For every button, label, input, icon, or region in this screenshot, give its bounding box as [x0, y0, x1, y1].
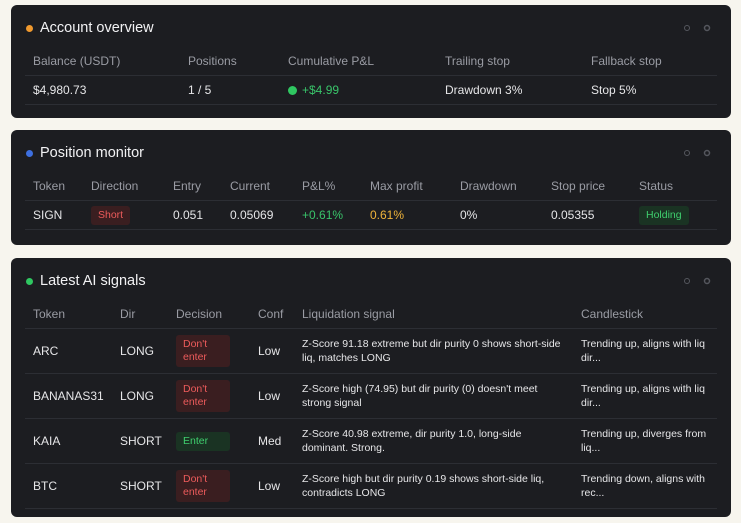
value: 0.051: [173, 208, 204, 222]
cell: +$4.99: [280, 83, 437, 97]
cell: Don't enter: [168, 380, 250, 412]
cell: SIGN: [25, 208, 83, 222]
header-row: Token Dir Decision Conf Liquidation signal Ca…: [25, 300, 717, 329]
cell: Z-Score high (74.95) but dir purity (0) …: [302, 383, 538, 409]
cell: Short: [83, 205, 165, 225]
cell: Z-Score 91.18 extreme but dir purity 0 s…: [302, 338, 561, 364]
column-header: Token: [33, 307, 66, 321]
panel-title: Position monitor: [40, 145, 144, 161]
column-header: Status: [639, 179, 674, 193]
column-header: Candlestick: [581, 307, 644, 321]
cell: SHORT: [120, 434, 162, 448]
column-header: Token: [33, 179, 66, 193]
value: Stop 5%: [591, 83, 637, 97]
value: 0.05069: [230, 208, 274, 222]
column-header: Direction: [91, 179, 139, 193]
column-header: Entry: [173, 179, 202, 193]
cell: Med: [258, 434, 282, 448]
value: +$4.99: [302, 83, 340, 97]
cell: Low: [258, 479, 281, 493]
column-header: Liquidation signal: [302, 307, 395, 321]
header-row: Token Direction Entry Current P&L% Max profit…: [25, 172, 717, 201]
column-header: Positions: [188, 54, 237, 68]
cell: Holding: [631, 205, 717, 225]
signal-row: BANANAS31 LONG Don't enter Low Z-Score high …: [25, 374, 717, 419]
signal-row: ARC LONG Don't enter Low Z-Score 91.18 extre…: [25, 329, 717, 374]
cell: LONG: [120, 389, 155, 403]
decision-badge: Enter: [176, 431, 230, 451]
cell: Trending up, aligns with liq dir...: [581, 338, 705, 364]
column-header: Drawdown: [460, 179, 517, 193]
panel-tools[interactable]: [683, 148, 717, 158]
cell: 0.05069: [222, 208, 294, 222]
positions-panel: Position monitor Token Direction Entry Curr…: [11, 130, 731, 245]
cell: 0.05355: [543, 208, 631, 222]
column-header: Dir: [120, 307, 136, 321]
decision-badge: Don't enter: [176, 380, 230, 412]
account-panel: Account overview Balance (USDT) Positions…: [11, 5, 731, 118]
value: +0.61%: [302, 208, 344, 222]
cell: BANANAS31: [33, 389, 104, 403]
column-header: Fallback stop: [591, 54, 662, 68]
data-row: $4,980.73 1 / 5 +$4.99 Drawdown 3% Stop 5%: [25, 76, 717, 105]
cell: Trending up, aligns with liq dir...: [581, 383, 705, 409]
decision-badge: Don't enter: [176, 335, 230, 367]
cell: Trending up, diverges from liq...: [581, 428, 707, 454]
cell: LONG: [120, 344, 155, 358]
signal-row: KAIA SHORT Enter Med Z-Score 40.98 extreme, …: [25, 419, 717, 464]
value: 0.61%: [370, 208, 405, 222]
cell: Z-Score 40.98 extreme, dir purity 1.0, l…: [302, 428, 522, 454]
cell: ARC: [33, 344, 59, 358]
status-dot: [26, 149, 33, 157]
value: 0%: [460, 208, 478, 222]
value: 1 / 5: [188, 83, 212, 97]
decision-badge: Don't enter: [176, 470, 230, 502]
data-row: SIGN Short 0.051 0.05069 +0.61% 0.61% 0% 0.0535…: [25, 201, 717, 230]
cell: Drawdown 3%: [437, 83, 583, 97]
column-header: P&L%: [302, 179, 336, 193]
status-dot: [26, 24, 33, 32]
cell: +0.61%: [294, 208, 362, 222]
cell: 0%: [452, 208, 543, 222]
signals-panel: Latest AI signals Token Dir Decision Conf Li…: [11, 258, 731, 517]
cell: SHORT: [120, 479, 162, 493]
column-header: Stop price: [551, 179, 606, 193]
cell: KAIA: [33, 434, 61, 448]
status-dot: [26, 277, 33, 285]
signal-row: BTC SHORT Don't enter Low Z-Score high but d…: [25, 464, 717, 509]
value: SIGN: [33, 208, 63, 222]
badge: Holding: [639, 205, 689, 225]
column-header: Decision: [176, 307, 223, 321]
panel-title: Account overview: [40, 20, 154, 36]
pnl-dot: [288, 86, 297, 95]
cell: Stop 5%: [583, 83, 717, 97]
cell: 0.61%: [362, 208, 452, 222]
column-header: Cumulative P&L: [288, 54, 375, 68]
cell: Low: [258, 389, 281, 403]
value: Drawdown 3%: [445, 83, 523, 97]
cell: 1 / 5: [180, 83, 280, 97]
cell: Trending down, aligns with rec...: [581, 473, 705, 499]
cell: Don't enter: [168, 470, 250, 502]
column-header: Balance (USDT): [33, 54, 121, 68]
panel-tools[interactable]: [683, 276, 717, 286]
panel-tools[interactable]: [683, 23, 717, 33]
cell: 0.051: [165, 208, 222, 222]
cell: $4,980.73: [25, 83, 180, 97]
column-header: Current: [230, 179, 271, 193]
badge: Short: [91, 205, 131, 225]
cell: Don't enter: [168, 335, 250, 367]
cell: Z-Score high but dir purity 0.19 shows s…: [302, 473, 545, 499]
cell: BTC: [33, 479, 57, 493]
column-header: Conf: [258, 307, 284, 321]
value: 0.05355: [551, 208, 595, 222]
header-row: Balance (USDT) Positions Cumulative P&L Tra…: [25, 47, 717, 76]
cell: Enter: [168, 431, 250, 451]
column-header: Trailing stop: [445, 54, 510, 68]
cell: Low: [258, 344, 281, 358]
value: $4,980.73: [33, 83, 87, 97]
column-header: Max profit: [370, 179, 423, 193]
panel-title: Latest AI signals: [40, 273, 146, 289]
